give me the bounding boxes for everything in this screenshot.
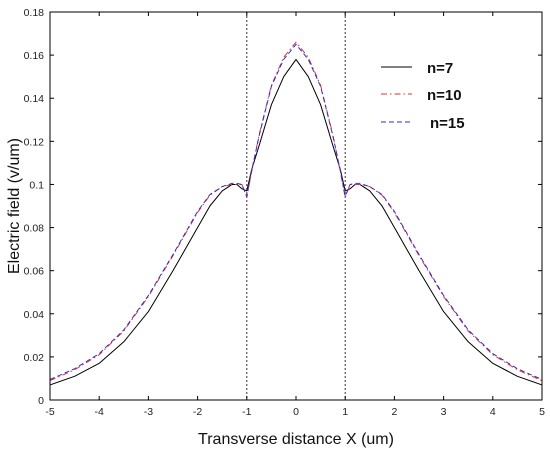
legend-label: n=10 [427,87,462,104]
series-line-n-15 [49,43,543,380]
x-tick-label: -3 [144,406,153,418]
legend-label: n=7 [427,60,453,77]
boundary-lines [246,12,346,400]
x-tick-label: -1 [242,406,251,418]
x-tick-label: 4 [490,406,496,418]
y-tick-label: 0.04 [24,309,45,321]
x-tick-label: 2 [391,406,397,418]
legend: n=7 n=10 n=15 [381,60,465,132]
x-axis-ticks: -5 -4 -3 -2 -1 0 1 2 3 4 5 [45,12,545,418]
series-line-n-7 [49,58,543,386]
y-axis-title: Electric field (v/um) [6,138,23,274]
y-tick-label: 0 [38,395,44,407]
x-tick-label: -5 [45,406,54,418]
y-tick-label: 0.16 [24,50,45,62]
series-layer [49,41,543,386]
x-tick-label: 1 [342,406,348,418]
x-tick-label: 0 [293,406,299,418]
series-line-n-10 [49,41,543,382]
y-tick-label: 0.08 [24,223,45,235]
y-tick-label: 0.14 [24,93,45,105]
x-tick-label: 5 [539,406,545,418]
plot-area [50,12,542,400]
x-axis-title: Transverse distance X (um) [198,431,394,448]
legend-label: n=15 [430,115,465,132]
x-tick-label: -2 [193,406,202,418]
y-tick-label: 0.06 [24,266,45,278]
y-tick-label: 0.02 [24,352,45,364]
x-tick-label: 3 [441,406,447,418]
y-tick-label: 0.18 [24,7,45,19]
y-tick-label: 0.12 [24,136,45,148]
y-tick-label: 0.1 [29,179,44,191]
y-axis-ticks: 0 0.02 0.04 0.06 0.08 0.1 0.12 0.14 0.16 0.18 [24,7,542,407]
x-tick-label: -4 [95,406,104,418]
